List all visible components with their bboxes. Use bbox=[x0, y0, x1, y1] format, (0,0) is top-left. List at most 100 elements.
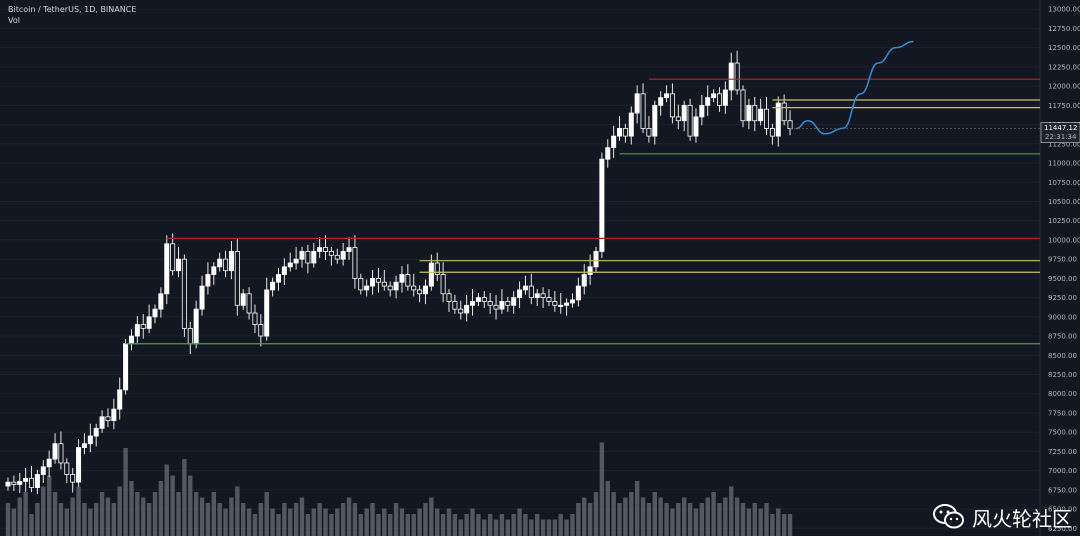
candle-body bbox=[158, 293, 164, 310]
candle-body bbox=[758, 108, 764, 122]
candle-body bbox=[64, 462, 70, 475]
candle-body bbox=[534, 293, 540, 299]
price-tick-label: 10250.00 bbox=[1048, 217, 1080, 225]
volume-bar bbox=[787, 514, 793, 536]
symbol-title[interactable]: Bitcoin / TetherUS, 1D, BINANCE bbox=[8, 5, 137, 14]
volume-bar bbox=[470, 508, 475, 536]
candle-body bbox=[134, 324, 140, 337]
volume-bar bbox=[605, 481, 610, 536]
candle-body bbox=[446, 293, 452, 302]
candle-body bbox=[558, 304, 564, 307]
candle-body bbox=[252, 312, 258, 325]
volume-bar bbox=[558, 514, 563, 536]
volume-bar bbox=[223, 508, 228, 536]
candle-body bbox=[81, 443, 87, 448]
volume-bar bbox=[123, 448, 128, 536]
volume-bar bbox=[358, 514, 363, 536]
bar-countdown: 22:31:34 bbox=[1045, 133, 1077, 141]
candle-body bbox=[740, 89, 746, 122]
candle-body bbox=[281, 266, 287, 275]
volume-bar bbox=[487, 514, 493, 536]
candle-body bbox=[275, 274, 281, 283]
volume-bar bbox=[535, 514, 540, 536]
price-tick-label: 11000.00 bbox=[1048, 160, 1080, 168]
candle-body bbox=[434, 262, 440, 275]
volume-bar bbox=[76, 486, 81, 536]
volume-bar bbox=[529, 519, 534, 536]
volume-bar bbox=[241, 503, 246, 536]
wechat-icon bbox=[933, 504, 964, 529]
volume-bar bbox=[687, 503, 693, 536]
volume-bar bbox=[105, 497, 111, 536]
price-tick-label: 13000.00 bbox=[1048, 6, 1080, 14]
candle-body bbox=[470, 301, 476, 306]
volume-bar bbox=[734, 497, 740, 536]
candle-body bbox=[187, 327, 193, 345]
volume-bar bbox=[152, 492, 158, 536]
watermark-text: 风火轮社区 bbox=[972, 506, 1072, 531]
candle-body bbox=[475, 297, 481, 302]
volume-bar bbox=[264, 492, 269, 536]
volume-bar bbox=[188, 475, 193, 536]
candle-body bbox=[422, 285, 428, 295]
watermark: 风火轮社区 bbox=[932, 502, 1072, 532]
candle-body bbox=[705, 97, 711, 106]
volume-bar bbox=[476, 514, 481, 536]
volume-bar bbox=[752, 503, 757, 536]
candle-body bbox=[99, 416, 105, 429]
candle-body bbox=[111, 408, 117, 422]
candle-body bbox=[370, 277, 376, 287]
volume-bar bbox=[576, 503, 581, 536]
price-tick-label: 9000.00 bbox=[1048, 313, 1077, 321]
volume-bar bbox=[46, 475, 52, 536]
volume-bar bbox=[323, 508, 328, 536]
candle-body bbox=[517, 289, 523, 299]
price-tick-label: 6500.00 bbox=[1048, 506, 1077, 514]
volume-bar bbox=[758, 508, 763, 536]
candle-body bbox=[76, 447, 82, 483]
volume-indicator-label[interactable]: Vol bbox=[8, 16, 20, 25]
candle-body bbox=[722, 89, 728, 106]
candle-body bbox=[328, 251, 334, 256]
volume-bar bbox=[82, 503, 87, 536]
volume-bar bbox=[305, 514, 311, 536]
candle-body bbox=[399, 274, 405, 283]
candle-body bbox=[505, 301, 511, 306]
candle-body bbox=[511, 297, 517, 306]
volume-bar bbox=[346, 497, 352, 536]
volume-bar bbox=[617, 503, 622, 536]
volume-bar bbox=[117, 486, 122, 536]
volume-bar bbox=[17, 497, 22, 536]
volume-bar bbox=[764, 503, 769, 536]
candle-body bbox=[223, 258, 229, 272]
candle-body bbox=[152, 308, 158, 318]
price-tick-label: 12000.00 bbox=[1048, 83, 1080, 91]
price-tick-label: 8000.00 bbox=[1048, 390, 1077, 398]
volume-bar bbox=[11, 508, 17, 536]
volume-bar bbox=[599, 442, 605, 536]
volume-bar bbox=[440, 514, 446, 536]
candle-body bbox=[228, 251, 234, 272]
candle-body bbox=[464, 304, 470, 314]
volume-bar bbox=[482, 519, 487, 536]
volume-bar bbox=[176, 492, 181, 536]
candle-body bbox=[617, 128, 623, 137]
volume-bar bbox=[699, 503, 705, 536]
candle-body bbox=[787, 120, 793, 130]
price-tick-label: 7250.00 bbox=[1048, 448, 1077, 456]
price-tick-label: 9500.00 bbox=[1048, 275, 1077, 283]
volume-bar bbox=[423, 503, 428, 536]
volume-bar bbox=[94, 503, 99, 536]
candle-body bbox=[352, 247, 358, 279]
candle-body bbox=[264, 289, 270, 337]
volume-bar bbox=[776, 508, 781, 536]
volume-bar bbox=[740, 503, 746, 536]
volume-bar bbox=[370, 503, 375, 536]
volume-bar bbox=[611, 492, 616, 536]
price-tick-label: 12750.00 bbox=[1048, 25, 1080, 33]
candle-body bbox=[117, 389, 123, 410]
candle-body bbox=[728, 62, 734, 91]
candle-body bbox=[746, 104, 752, 122]
